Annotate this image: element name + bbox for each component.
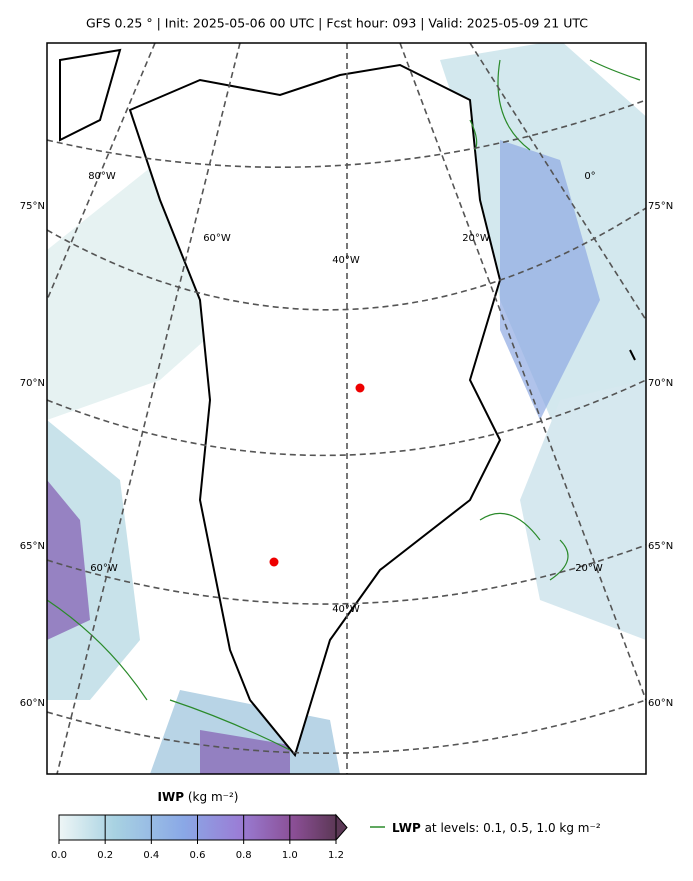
parallel-label: 75°N (648, 201, 673, 212)
colorbar-tick-label: 0.4 (143, 850, 159, 861)
colorbar-ticks: 0.0 0.2 0.4 0.6 0.8 1.0 1.2 (51, 815, 344, 861)
legend-levels: at levels: 0.1, 0.5, 1.0 kg m⁻² (425, 821, 601, 835)
colorbar-tick-label: 1.2 (328, 850, 344, 861)
parallel-label: 75°N (20, 201, 45, 212)
map-frame (46, 42, 647, 775)
colorbar-tick-label: 0.2 (97, 850, 113, 861)
colorbar-tick-label: 1.0 (282, 850, 298, 861)
parallel-label: 60°N (648, 698, 673, 709)
legend-text: LWP at levels: 0.1, 0.5, 1.0 kg m⁻² (392, 821, 601, 835)
meridian-label: 60°W (90, 563, 118, 574)
colorbar-tick-label: 0.6 (190, 850, 206, 861)
parallel-label: 65°N (20, 541, 45, 552)
colorbar-tick-label: 0.0 (51, 850, 67, 861)
meridian-label: 0° (584, 171, 595, 182)
parallel-label: 70°N (20, 378, 45, 389)
meridian-label: 40°W (332, 255, 360, 266)
meridian-label: 20°W (575, 563, 603, 574)
colorbar-tick-label: 0.8 (236, 850, 252, 861)
meridian-label: 80°W (88, 171, 116, 182)
parallel-label: 65°N (648, 541, 673, 552)
parallel-label: 70°N (648, 378, 673, 389)
colorbar-label: IWP (kg m⁻²) (158, 790, 239, 804)
colorbar-label-bold: IWP (158, 790, 185, 804)
meridian-label: 40°W (332, 604, 360, 615)
legend-bold: LWP (392, 821, 421, 835)
colorbar-extend (335, 813, 348, 842)
colorbar-label-unit: (kg m⁻²) (188, 790, 239, 804)
map-area: 80°W 60°W 40°W 20°W 0° 60°W 40°W 20°W (47, 43, 646, 774)
meridian-label: 60°W (203, 233, 231, 244)
parallel-label: 60°N (20, 698, 45, 709)
meridian-label: 20°W (462, 233, 490, 244)
title: GFS 0.25 ° | Init: 2025-05-06 00 UTC | F… (86, 16, 588, 31)
